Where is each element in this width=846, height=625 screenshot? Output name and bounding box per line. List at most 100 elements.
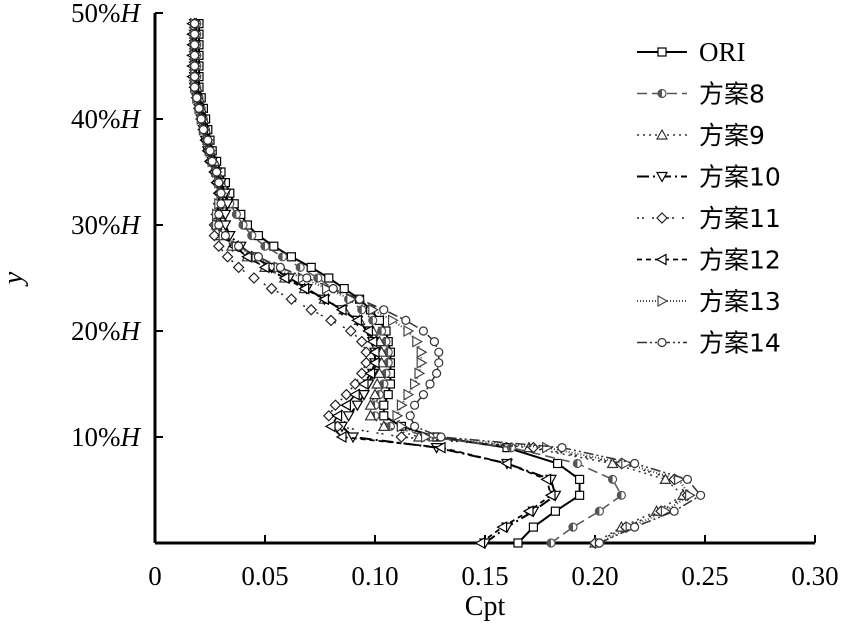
triangle-up-marker [659, 473, 672, 484]
triangle-down-marker [655, 171, 669, 183]
triangle-left-marker [348, 388, 360, 401]
triangle-right-marker [346, 293, 358, 306]
triangle-right-marker [412, 335, 424, 348]
x-tick-label: 0.15 [461, 561, 508, 591]
circle-marker [190, 50, 200, 61]
triangle-left-marker [474, 536, 486, 550]
circle-marker [629, 458, 640, 469]
circle-marker [214, 209, 224, 219]
triangle-up-marker [364, 398, 377, 410]
half-circle-fill [247, 231, 252, 240]
circle-marker [695, 490, 706, 500]
circle-marker [198, 125, 208, 135]
circle-marker [190, 29, 200, 39]
y-tick-label: 40%H [71, 104, 142, 134]
square-marker [306, 262, 316, 272]
x-tick-label: 0 [148, 561, 162, 591]
triangle-right-marker [396, 399, 408, 412]
diamond-marker [232, 261, 245, 274]
series-lines [186, 17, 706, 550]
circle-marker [220, 231, 230, 241]
triangle-down-marker [357, 390, 371, 401]
circle-marker [216, 199, 226, 209]
square-marker [383, 390, 393, 400]
circle-marker [192, 93, 202, 103]
diamond-marker [221, 250, 234, 263]
legend-label: 方案9 [699, 121, 765, 150]
legend-item: 方案12 [637, 246, 781, 275]
y-tick-label: 20%H [71, 316, 142, 346]
circle-marker [214, 220, 224, 230]
triangle-right-marker [368, 303, 380, 316]
diamond-marker [265, 282, 278, 295]
diamond-marker [355, 335, 368, 348]
triangle-right-marker [392, 409, 404, 422]
series-line [198, 23, 581, 544]
series-1 [194, 19, 585, 548]
diamond-marker [248, 272, 260, 284]
legend-label: 方案14 [699, 329, 781, 358]
triangle-right-marker [684, 489, 696, 502]
triangle-down-marker [342, 411, 355, 423]
series-line [193, 23, 557, 544]
triangle-right-marker [403, 324, 415, 338]
half-circle-fill [357, 305, 362, 314]
square-marker [574, 490, 585, 500]
half-circle-fill [239, 221, 243, 229]
circle-marker [194, 103, 204, 114]
triangle-right-marker [660, 505, 672, 518]
diamond-marker [329, 399, 342, 412]
triangle-right-marker [403, 388, 415, 401]
series-line [191, 23, 553, 544]
circle-marker [410, 400, 420, 410]
legend-item: 方案11 [637, 204, 781, 233]
legend-label: 方案10 [699, 163, 781, 192]
circle-marker [328, 284, 338, 294]
square-marker [552, 458, 563, 469]
diamond-marker [656, 212, 668, 224]
series-8 [190, 19, 706, 548]
triangle-up-marker [368, 388, 382, 400]
triangle-left-marker [258, 261, 270, 274]
circle-marker [203, 135, 213, 145]
legend-item: ORI [637, 37, 746, 67]
y-axis-title: y [0, 271, 29, 287]
circle-marker [196, 114, 206, 124]
square-marker [574, 474, 585, 484]
triangle-up-marker [655, 128, 669, 140]
triangle-left-marker [655, 253, 667, 266]
half-circle-fill [547, 539, 551, 547]
square-marker [513, 538, 523, 548]
series-7 [190, 17, 696, 550]
y-tick-label: 10%H [71, 422, 142, 452]
circle-marker [432, 368, 442, 378]
triangle-left-marker [496, 521, 508, 534]
triangle-left-marker [362, 324, 373, 338]
triangle-left-marker [351, 314, 362, 327]
legend-item: 方案10 [637, 163, 781, 192]
triangle-left-marker [324, 420, 336, 433]
triangle-right-marker [657, 294, 669, 308]
half-circle-fill [296, 263, 301, 272]
triangle-right-marker [541, 441, 553, 454]
circle-marker [434, 347, 444, 357]
circle-marker [190, 71, 200, 82]
square-marker [379, 411, 389, 421]
triangle-right-marker [396, 420, 408, 433]
x-ticks: 0 0.05 0.10 0.15 0.20 0.25 0.30 [148, 535, 839, 591]
series-6 [186, 17, 556, 550]
circle-marker [405, 411, 415, 421]
circle-marker [557, 443, 567, 453]
half-circle-fill [608, 475, 613, 484]
legend-label: 方案13 [699, 287, 781, 316]
circle-marker [401, 315, 411, 325]
y-tick-label: 50%H [71, 0, 142, 28]
triangle-left-marker [366, 335, 378, 348]
circle-marker [434, 358, 444, 368]
circle-marker [418, 390, 428, 400]
circle-marker [379, 305, 389, 315]
circle-marker [253, 252, 263, 262]
legend-label: ORI [699, 37, 746, 67]
half-circle-fill [261, 242, 265, 251]
circle-marker [190, 40, 200, 50]
